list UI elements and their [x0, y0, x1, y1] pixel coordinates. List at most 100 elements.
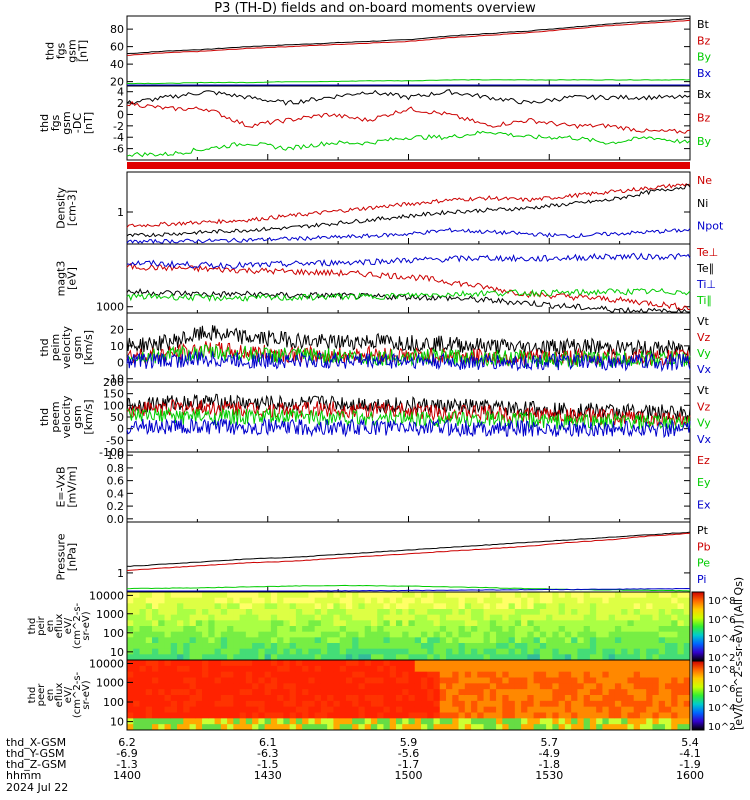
spectrogram-cell: [158, 683, 166, 690]
spectrogram-cell: [133, 689, 141, 696]
spectrogram-cell: [227, 712, 234, 719]
spectrogram-cell: [464, 643, 472, 650]
spectrogram-cell: [233, 643, 241, 650]
spectrogram-cell: [558, 620, 566, 627]
spectrogram-cell: [195, 654, 203, 661]
spectrogram-cell: [589, 648, 597, 655]
spectrogram-cell: [402, 609, 409, 616]
spectrogram-cell: [408, 637, 416, 644]
spectrogram-cell: [433, 660, 441, 667]
spectrogram-cell: [395, 626, 403, 633]
spectrogram-cell: [195, 677, 203, 684]
spectrogram-cell: [320, 643, 328, 650]
spectrogram-cell: [514, 706, 522, 713]
spectrogram-cell: [664, 665, 672, 673]
spectrogram-cell: [377, 689, 384, 696]
spectrogram-cell: [521, 609, 528, 616]
spectrogram-cell: [164, 718, 172, 725]
spectrogram-cell: [189, 614, 197, 621]
red-status-bar: [127, 162, 690, 169]
spectrogram-cell: [233, 654, 241, 661]
axis-ylabel-line: magt3: [55, 261, 68, 297]
spectrogram-cell: [370, 689, 378, 696]
spectrogram-cell: [614, 677, 622, 684]
spectrogram-cell: [502, 643, 510, 650]
spectrogram-cell: [614, 592, 622, 599]
spectrogram-cell: [414, 648, 422, 655]
spectrogram-cell: [439, 660, 447, 667]
spectrogram-cell: [533, 724, 541, 731]
spectrogram-cell: [389, 671, 397, 678]
spectrogram-cell: [552, 597, 560, 604]
spectrogram-cell: [421, 620, 428, 627]
spectrogram-cell: [133, 712, 141, 719]
spectrogram-cell: [658, 603, 666, 610]
legend-fgs-gsm-dc-By: By: [697, 135, 712, 148]
spectrogram-cell: [389, 718, 397, 725]
spectrogram-cell: [558, 603, 566, 610]
spectrogram-cell: [577, 648, 585, 655]
spectrogram-cell: [164, 695, 172, 702]
spectrogram-cell: [558, 689, 566, 696]
spectrogram-cell: [252, 631, 259, 638]
spectrogram-cell: [245, 724, 253, 731]
spectrogram-cell: [433, 677, 441, 684]
spectrogram-cell: [170, 706, 178, 713]
spectrogram-cell: [177, 597, 184, 604]
xaxis-row-value: 6.2: [118, 736, 136, 749]
colorbar-tick-label: 10^4: [708, 634, 735, 645]
spectrogram-cell: [339, 712, 347, 719]
spectrogram-cell: [589, 671, 597, 678]
spectrogram-cell: [496, 631, 503, 638]
spectrogram-cell: [458, 700, 466, 708]
spectrogram-cell: [502, 614, 510, 621]
spectrogram-cell: [189, 689, 197, 696]
spectrogram-cell: [489, 712, 497, 719]
spectrogram-cell: [402, 597, 409, 604]
xaxis-row-value: -6.9: [116, 747, 137, 760]
spectrogram-cell: [583, 712, 591, 719]
spectrogram-cell: [283, 724, 291, 731]
spectrogram-cell: [208, 597, 216, 604]
spectrogram-cell: [245, 706, 253, 713]
spectrogram-cell: [252, 643, 259, 650]
spectrogram-cell: [677, 643, 685, 650]
spectrogram-cell: [496, 626, 503, 633]
spectrogram-cell: [327, 718, 334, 725]
spectrogram-cell: [183, 660, 191, 667]
spectrogram-cell: [220, 712, 228, 719]
spectrogram-cell: [602, 706, 610, 713]
spectrogram-cell: [208, 643, 216, 650]
ytick-label: -10: [106, 373, 124, 386]
spectrogram-cell: [558, 677, 566, 684]
spectrogram-cell: [177, 631, 184, 638]
spectrogram-cell: [571, 683, 578, 690]
spectrogram-cell: [320, 683, 328, 690]
spectrogram-cell: [339, 648, 347, 655]
spectrogram-cell: [439, 631, 447, 638]
spectrogram-ylabel-line: thd: [27, 618, 38, 635]
spectrogram-cell: [277, 683, 284, 690]
spectrogram-cell: [546, 660, 553, 667]
spectrogram-cell: [677, 700, 685, 708]
spectrogram-cell: [583, 700, 591, 708]
spectrogram-cell: [177, 718, 184, 725]
spectrogram-cell: [489, 683, 497, 690]
spectrogram-cell: [402, 712, 409, 719]
spectrogram-cell: [314, 614, 322, 621]
spectrogram-cell: [414, 689, 422, 696]
ytick-label: -100: [99, 446, 124, 459]
spectrogram-cell: [633, 677, 641, 684]
spectrogram-cell: [133, 614, 141, 621]
spectrogram-cell: [539, 609, 547, 616]
spectrogram-cell: [608, 695, 616, 702]
spectrogram-cell: [521, 603, 528, 610]
spectrogram-cell: [358, 660, 366, 667]
spectrogram-cell: [671, 695, 678, 702]
spectrogram-cell: [333, 592, 341, 599]
spectrogram-cell: [364, 660, 372, 667]
spectrogram-cell: [533, 637, 541, 644]
spectrogram-cell: [302, 631, 309, 638]
spectrogram-cell: [683, 660, 691, 667]
spectrogram-cell: [414, 712, 422, 719]
